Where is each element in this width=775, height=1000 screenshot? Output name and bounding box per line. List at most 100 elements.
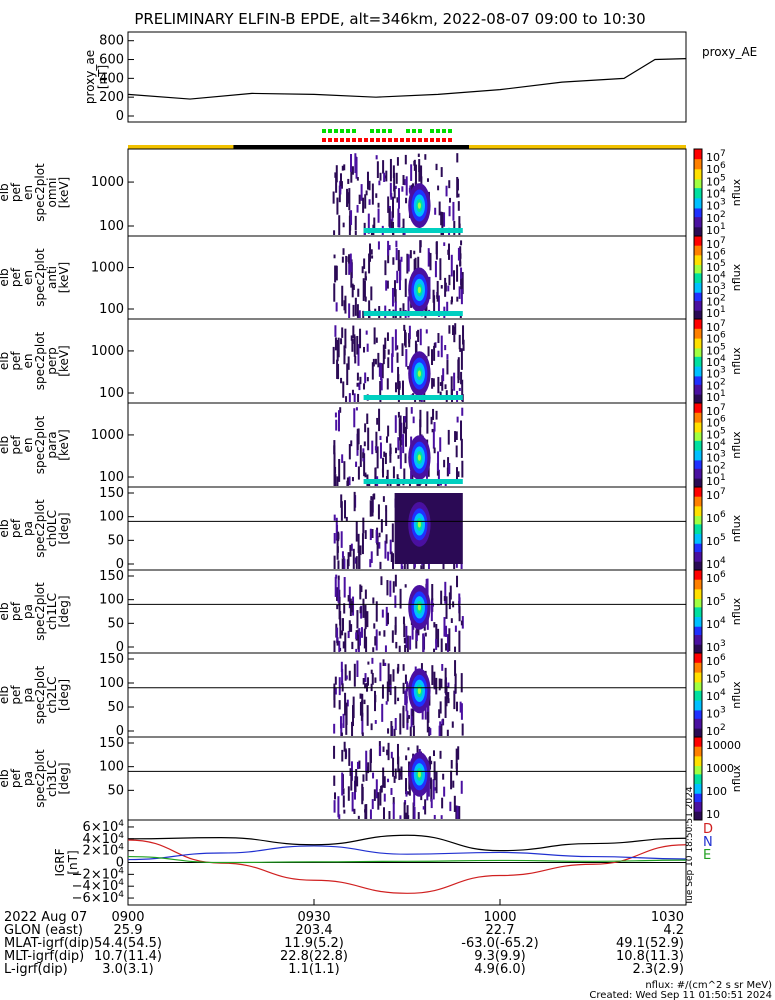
- flag-red: [334, 138, 338, 142]
- spectrogram-cell: [371, 183, 374, 205]
- spectrogram-cell: [447, 457, 450, 476]
- colorbar-segment: [694, 255, 702, 258]
- colorbar-segment: [694, 753, 702, 756]
- colorbar-segment: [694, 475, 702, 478]
- colorbar-segment: [694, 608, 702, 611]
- colorbar-segment: [694, 323, 702, 326]
- spectrogram-cell: [333, 533, 336, 544]
- spectrogram-cell: [350, 154, 353, 172]
- spectrogram-cell: [336, 524, 339, 534]
- spectrogram-cell: [343, 300, 346, 311]
- y-axis-label-line: pa: [21, 521, 35, 536]
- y-tick-label: 1000: [91, 344, 124, 359]
- colorbar-segment: [694, 192, 702, 195]
- flag-red: [352, 138, 356, 142]
- spectrogram-cell: [409, 250, 412, 259]
- spectrogram-core: [417, 687, 421, 694]
- colorbar-segment: [694, 570, 702, 572]
- colorbar-segment: [694, 410, 702, 412]
- colorbar-tick-exponent: 4: [720, 616, 726, 626]
- colorbar-tick-label: 107: [706, 487, 726, 502]
- spectrogram-cell: [440, 211, 443, 226]
- spectrogram-cell: [362, 774, 365, 782]
- spectrogram-cell: [357, 466, 360, 480]
- colorbar-segment: [694, 291, 702, 294]
- spectrogram-cell: [456, 264, 459, 282]
- spectrogram-cell: [413, 806, 416, 819]
- axis-value: 1000: [483, 910, 516, 925]
- colorbar-segment: [694, 706, 702, 709]
- spectrogram-cell: [364, 673, 367, 683]
- spectrogram-cell: [363, 441, 366, 447]
- flag-green: [322, 129, 326, 133]
- spectrogram-cell: [379, 561, 382, 569]
- colorbar-segment: [694, 578, 702, 581]
- spectrogram-cell: [365, 190, 368, 196]
- spectrogram-cell: [461, 460, 464, 478]
- colorbar-segment: [694, 496, 702, 499]
- colorbar-label: nflux: [730, 178, 743, 206]
- colorbar-segment: [694, 452, 702, 454]
- colorbar-segment: [694, 669, 702, 672]
- axis-value: 22.7: [486, 923, 515, 938]
- spectrogram-cell: [348, 670, 351, 681]
- y-axis-label-line: en: [21, 438, 35, 453]
- spectrogram-cell: [334, 474, 337, 486]
- colorbar-segment: [694, 340, 702, 342]
- spectrogram-cell: [364, 296, 367, 302]
- spectrogram-cell: [366, 171, 369, 190]
- spectrogram-cell: [356, 372, 359, 381]
- colorbar-segment: [694, 786, 702, 789]
- colorbar-segment: [694, 411, 702, 414]
- y-axis-label-line: pef: [9, 601, 23, 621]
- colorbar-segment: [694, 383, 702, 386]
- spectrogram-cell: [340, 338, 343, 345]
- spectrogram-cell: [385, 280, 388, 291]
- spectrogram-cell: [382, 767, 385, 788]
- colorbar-segment: [694, 630, 702, 633]
- spectrogram-cell: [389, 580, 392, 597]
- colorbar-segment: [694, 661, 702, 664]
- spectrogram-cell: [340, 531, 343, 548]
- colorbar-segment: [694, 582, 702, 585]
- spectrogram-cell: [377, 241, 380, 250]
- spectrogram-cell: [350, 210, 353, 225]
- colorbar-segment: [694, 788, 702, 791]
- colorbar-segment: [694, 553, 702, 556]
- spectrogram-cell: [371, 799, 374, 810]
- y-axis-label-line: pef: [9, 267, 23, 287]
- flag-green: [352, 129, 356, 133]
- colorbar-segment: [694, 688, 702, 690]
- colorbar-tick-label: 10000: [706, 739, 741, 752]
- axis-row-label: 2022 Aug 07: [4, 910, 87, 925]
- spectrogram-cell: [342, 381, 345, 398]
- spectrogram-cell: [439, 437, 442, 452]
- spectrogram-cell: [344, 664, 347, 681]
- spectrogram-cell: [444, 667, 447, 689]
- spectrogram-cell: [342, 248, 345, 255]
- colorbar-label: nflux: [730, 347, 743, 375]
- spectrogram-cell: [356, 382, 359, 387]
- colorbar-segment: [694, 477, 702, 480]
- spectrogram-cell: [389, 158, 392, 182]
- colorbar-segment: [694, 220, 702, 222]
- colorbar-segment: [694, 506, 702, 509]
- colorbar-segment: [694, 731, 702, 734]
- colorbar-segment: [694, 493, 702, 496]
- axis-value: 9.3(9.9): [474, 949, 526, 964]
- colorbar-segment: [694, 398, 702, 401]
- spectrogram-cell: [405, 197, 408, 204]
- colorbar-segment: [694, 667, 702, 669]
- spectrogram-cell: [406, 805, 409, 818]
- spectrogram-cell: [433, 447, 436, 454]
- colorbar-segment: [694, 456, 702, 459]
- colorbar-segment: [694, 231, 702, 234]
- colorbar-segment: [694, 725, 702, 728]
- spectrogram-cell: [341, 285, 344, 307]
- spectrogram-cell: [460, 240, 463, 246]
- colorbar-segment: [694, 488, 702, 491]
- colorbar-segment: [694, 546, 702, 549]
- spectrogram-cell: [460, 780, 463, 794]
- side-timestamp: Tue Sep 10 18:50:51 2024: [685, 786, 695, 906]
- spectrogram-cell: [417, 812, 420, 819]
